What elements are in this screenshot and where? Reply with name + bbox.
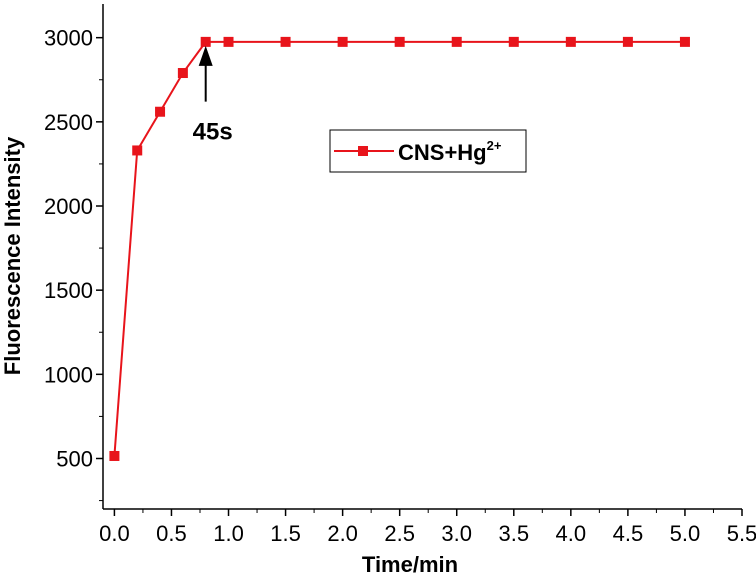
series-line xyxy=(113,40,685,457)
data-point xyxy=(508,36,519,47)
data-point xyxy=(280,36,291,47)
plot-frame xyxy=(102,4,742,510)
data-point xyxy=(177,68,188,79)
x-axis-title: Time/min xyxy=(362,552,458,577)
y-tick-label: 2500 xyxy=(44,110,93,135)
x-tick-label: 2.5 xyxy=(384,521,415,546)
x-tick-label: 1.0 xyxy=(213,521,244,546)
legend-marker xyxy=(358,146,368,156)
annotation-arrow-head xyxy=(198,45,213,66)
y-tick-label: 1500 xyxy=(44,278,93,303)
y-tick-label: 1000 xyxy=(44,362,93,387)
x-tick-label: 0.5 xyxy=(156,521,187,546)
y-tick-label: 500 xyxy=(56,447,93,472)
legend-label: CNS+Hg2+ xyxy=(398,138,502,165)
data-point xyxy=(394,36,405,47)
data-point xyxy=(451,36,462,47)
data-point xyxy=(223,36,234,47)
y-axis-title: Fluorescence Intensity xyxy=(0,136,25,375)
y-tick-label: 3000 xyxy=(44,26,93,51)
annotation: 45s xyxy=(193,45,233,146)
x-tick-label: 2.0 xyxy=(327,521,358,546)
data-point xyxy=(622,36,633,47)
legend: CNS+Hg2+ xyxy=(329,129,527,173)
y-tick-label: 2000 xyxy=(44,194,93,219)
data-point xyxy=(109,450,120,461)
x-tick-label: 5.5 xyxy=(727,521,756,546)
x-tick-label: 0.0 xyxy=(99,521,130,546)
data-point xyxy=(155,106,166,117)
x-tick-label: 4.0 xyxy=(556,521,587,546)
x-tick-label: 1.5 xyxy=(270,521,301,546)
annotation-label: 45s xyxy=(193,119,233,146)
data-point xyxy=(200,36,211,47)
x-tick-label: 4.5 xyxy=(613,521,644,546)
data-point xyxy=(679,36,690,47)
legend-label-main: CNS+Hg xyxy=(398,140,487,165)
data-point xyxy=(132,145,143,156)
y-axis: 500 1000 1500 2000 2500 3000 xyxy=(44,26,103,502)
data-point xyxy=(565,36,576,47)
x-tick-label: 5.0 xyxy=(670,521,701,546)
data-point xyxy=(337,36,348,47)
series-layer xyxy=(109,36,690,461)
legend-label-superscript: 2+ xyxy=(487,138,502,153)
x-tick-label: 3.5 xyxy=(498,521,529,546)
x-axis: 0.0 0.5 1.0 1.5 2.0 2.5 3.0 3.5 4.0 4.5 5.0 5.5 xyxy=(99,509,756,546)
x-tick-label: 3.0 xyxy=(441,521,472,546)
